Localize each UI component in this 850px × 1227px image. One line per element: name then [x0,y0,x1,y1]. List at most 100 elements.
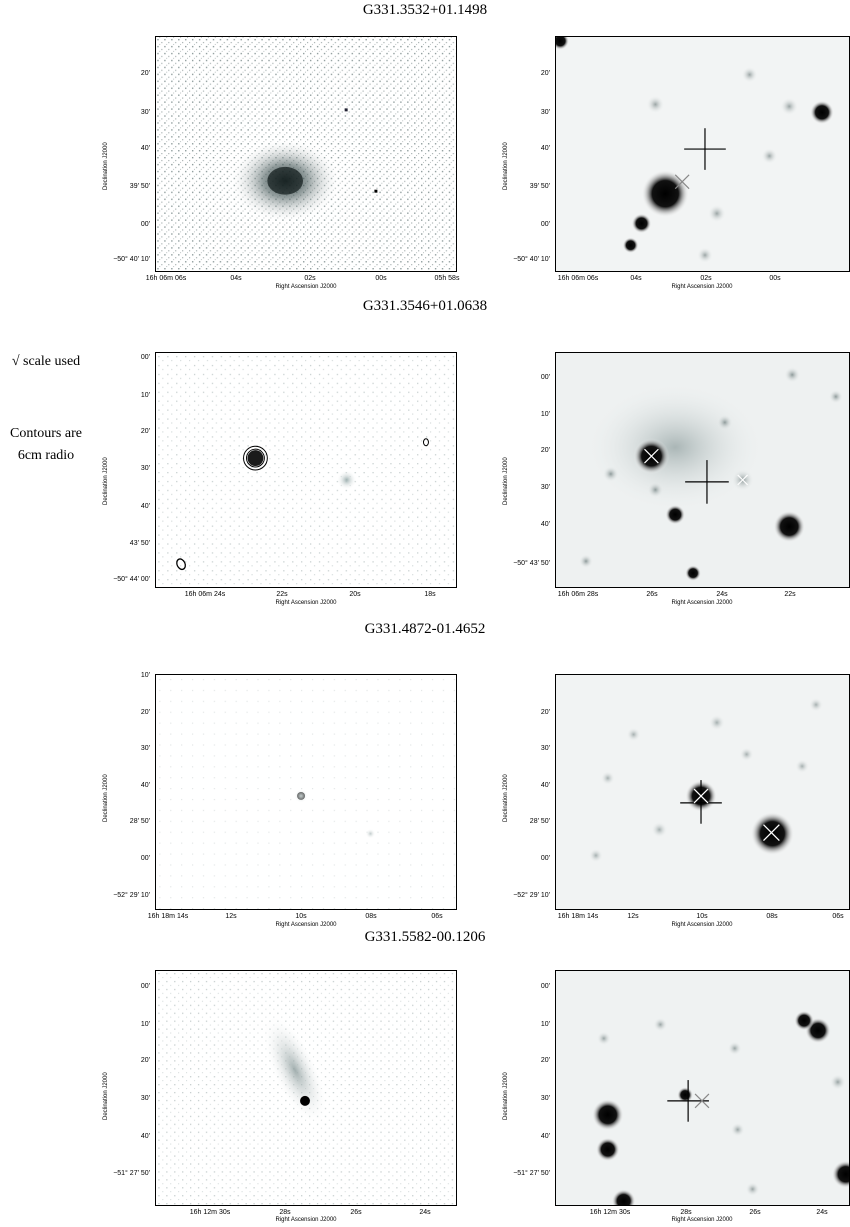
x-tick: 16h 06m 06s [557,275,599,282]
y-tick: 30' [140,465,150,472]
x-tick: 16h 12m 30s [189,1209,231,1216]
x-tick: 26s [350,1209,362,1216]
y-tick: −50° 43' 50' [513,560,550,567]
x-tick: 04s [630,275,642,282]
x-tick: 06s [832,913,844,920]
x-tick: 16h 06m 28s [557,591,599,598]
image-panel-r2-right [555,352,850,588]
row-title-1: G331.3532+01.1498 [362,2,488,18]
x-tick: 18s [424,591,436,598]
x-axis-label: Right Ascension J2000 [671,284,733,290]
x-tick: 26s [749,1209,761,1216]
y-tick: 20' [140,428,150,435]
x-axis-label: Right Ascension J2000 [671,1217,733,1223]
y-tick: 00' [140,354,150,361]
image-panel-r1-right [555,36,850,272]
mid-ir-image-r2 [156,353,456,587]
x-axis-label: Right Ascension J2000 [275,922,337,928]
image-panel-r3-left [155,674,457,910]
y-tick: 28' 50' [529,818,550,825]
y-tick: 30' [540,484,550,491]
y-tick: 39' 50' [529,183,550,190]
y-axis-label: Declination J2000 [503,142,509,190]
y-tick: 10' [540,411,550,418]
x-tick: 26s [646,591,658,598]
y-tick: 20' [140,1057,150,1064]
y-tick: 10' [140,672,150,679]
near-ir-image-r3 [588,697,823,863]
y-tick: 43' 50' [129,540,150,547]
y-tick: 30' [540,109,550,116]
x-tick: 16h 18m 14s [557,913,599,920]
x-tick: 24s [816,1209,828,1216]
y-tick: 30' [140,1095,150,1102]
x-tick: 28s [680,1209,692,1216]
y-axis-label: Declination J2000 [503,1072,509,1120]
y-axis-label: Declination J2000 [503,774,509,822]
y-tick: 40' [140,145,150,152]
y-tick: 00' [540,374,550,381]
x-tick: 10s [696,913,708,920]
y-tick: −50° 44' 00' [113,576,150,583]
y-tick: 00' [540,983,550,990]
y-axis-label: Declination J2000 [103,142,109,190]
mid-ir-image-r1 [156,37,456,271]
x-tick: 24s [716,591,728,598]
y-tick: −50° 40' 10' [513,256,550,263]
mid-ir-image-r3 [156,675,456,909]
y-axis-label: Declination J2000 [103,774,109,822]
image-panel-r2-left [155,352,457,588]
y-tick: −52° 29' 10' [513,892,550,899]
y-tick: 40' [540,1133,550,1140]
y-tick: 30' [540,1095,550,1102]
x-tick: 04s [230,275,242,282]
mid-ir-image-r4 [156,971,456,1205]
y-tick: 20' [540,447,550,454]
y-tick: 30' [140,745,150,752]
x-tick: 20s [349,591,361,598]
y-tick: 00' [140,983,150,990]
x-tick: 05h 58s [434,275,460,282]
image-panel-r1-left [155,36,457,272]
y-tick: 40' [140,782,150,789]
image-panel-r4-right [555,970,850,1206]
x-tick: 16h 18m 14s [147,913,189,920]
y-axis-label: Declination J2000 [503,457,509,505]
y-tick: 20' [140,70,150,77]
contours-note-line1: Contours are [10,426,82,441]
y-tick: −50° 40' 10' [113,256,150,263]
x-tick: 00s [375,275,387,282]
y-tick: 30' [540,745,550,752]
y-tick: 40' [140,1133,150,1140]
y-tick: −52° 29' 10' [113,892,150,899]
x-tick: 12s [225,913,237,920]
y-tick: 10' [540,1021,550,1028]
near-ir-image-r1 [556,37,834,264]
y-tick: −51° 27' 50' [113,1170,150,1177]
x-tick: 10s [295,913,307,920]
y-tick: 20' [540,70,550,77]
x-tick: 16h 06m 24s [184,591,226,598]
y-tick: 39' 50' [129,183,150,190]
y-tick: 00' [540,221,550,228]
x-axis-label: Right Ascension J2000 [275,284,337,290]
x-axis-label: Right Ascension J2000 [671,922,733,928]
y-tick: 00' [140,855,150,862]
y-tick: −51° 27' 50' [513,1170,550,1177]
y-tick: 30' [140,109,150,116]
row-title-3: G331.4872-01.4652 [364,621,486,637]
y-axis-label: Declination J2000 [103,457,109,505]
y-tick: 40' [540,521,550,528]
near-ir-image-r4 [591,1010,849,1205]
x-axis-label: Right Ascension J2000 [275,1217,337,1223]
y-tick: 40' [540,145,550,152]
x-axis-label: Right Ascension J2000 [275,600,337,606]
y-tick: 20' [540,1057,550,1064]
x-tick: 22s [784,591,796,598]
image-panel-r3-right [555,674,850,910]
x-tick: 00s [769,275,781,282]
y-tick: 20' [140,709,150,716]
x-tick: 22s [276,591,288,598]
x-tick: 08s [766,913,778,920]
x-tick: 16h 12m 30s [589,1209,631,1216]
